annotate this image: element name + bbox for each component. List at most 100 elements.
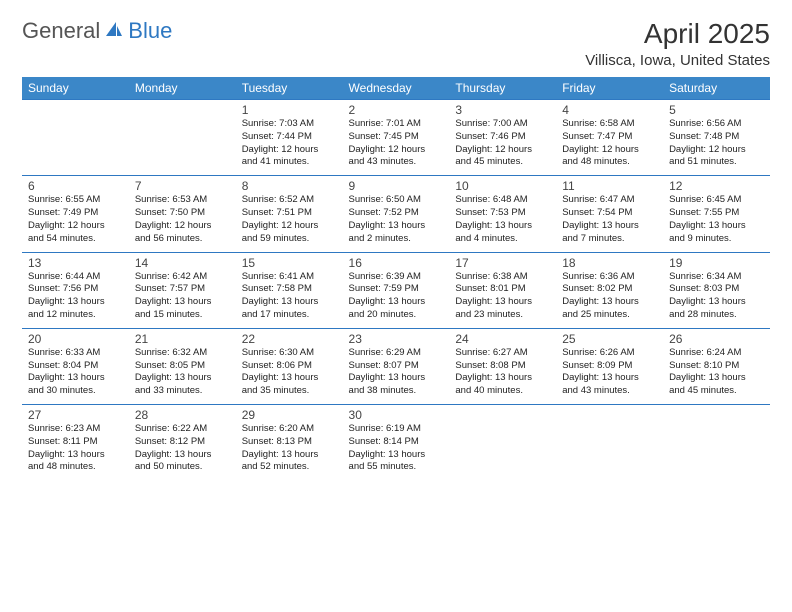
day-cell: 20Sunrise: 6:33 AMSunset: 8:04 PMDayligh… bbox=[22, 328, 129, 404]
day-details: Sunrise: 6:45 AMSunset: 7:55 PMDaylight:… bbox=[669, 194, 764, 245]
day-cell: 11Sunrise: 6:47 AMSunset: 7:54 PMDayligh… bbox=[556, 176, 663, 252]
day-cell: 12Sunrise: 6:45 AMSunset: 7:55 PMDayligh… bbox=[663, 176, 770, 252]
day-cell: 1Sunrise: 7:03 AMSunset: 7:44 PMDaylight… bbox=[236, 100, 343, 176]
day-number: 22 bbox=[242, 332, 337, 346]
day-details: Sunrise: 6:36 AMSunset: 8:02 PMDaylight:… bbox=[562, 271, 657, 322]
day-details: Sunrise: 6:50 AMSunset: 7:52 PMDaylight:… bbox=[349, 194, 444, 245]
empty-cell bbox=[449, 405, 556, 481]
empty-cell bbox=[556, 405, 663, 481]
day-details: Sunrise: 6:58 AMSunset: 7:47 PMDaylight:… bbox=[562, 118, 657, 169]
day-number: 30 bbox=[349, 408, 444, 422]
day-number: 8 bbox=[242, 179, 337, 193]
title-block: April 2025 Villisca, Iowa, United States bbox=[585, 18, 770, 69]
day-cell: 15Sunrise: 6:41 AMSunset: 7:58 PMDayligh… bbox=[236, 252, 343, 328]
day-details: Sunrise: 7:03 AMSunset: 7:44 PMDaylight:… bbox=[242, 118, 337, 169]
sail-icon bbox=[104, 20, 124, 43]
day-details: Sunrise: 6:34 AMSunset: 8:03 PMDaylight:… bbox=[669, 271, 764, 322]
day-cell: 16Sunrise: 6:39 AMSunset: 7:59 PMDayligh… bbox=[343, 252, 450, 328]
day-number: 21 bbox=[135, 332, 230, 346]
day-cell: 18Sunrise: 6:36 AMSunset: 8:02 PMDayligh… bbox=[556, 252, 663, 328]
day-details: Sunrise: 6:29 AMSunset: 8:07 PMDaylight:… bbox=[349, 347, 444, 398]
month-title: April 2025 bbox=[585, 18, 770, 50]
empty-cell bbox=[663, 405, 770, 481]
day-cell: 3Sunrise: 7:00 AMSunset: 7:46 PMDaylight… bbox=[449, 100, 556, 176]
empty-cell bbox=[22, 100, 129, 176]
day-details: Sunrise: 6:26 AMSunset: 8:09 PMDaylight:… bbox=[562, 347, 657, 398]
day-header: Sunday bbox=[22, 77, 129, 100]
empty-cell bbox=[129, 100, 236, 176]
day-details: Sunrise: 6:41 AMSunset: 7:58 PMDaylight:… bbox=[242, 271, 337, 322]
day-details: Sunrise: 6:20 AMSunset: 8:13 PMDaylight:… bbox=[242, 423, 337, 474]
week-row: 20Sunrise: 6:33 AMSunset: 8:04 PMDayligh… bbox=[22, 328, 770, 404]
day-number: 28 bbox=[135, 408, 230, 422]
day-cell: 6Sunrise: 6:55 AMSunset: 7:49 PMDaylight… bbox=[22, 176, 129, 252]
day-header: Monday bbox=[129, 77, 236, 100]
day-header: Tuesday bbox=[236, 77, 343, 100]
day-number: 19 bbox=[669, 256, 764, 270]
day-number: 16 bbox=[349, 256, 444, 270]
day-number: 5 bbox=[669, 103, 764, 117]
day-header: Wednesday bbox=[343, 77, 450, 100]
day-cell: 2Sunrise: 7:01 AMSunset: 7:45 PMDaylight… bbox=[343, 100, 450, 176]
day-cell: 30Sunrise: 6:19 AMSunset: 8:14 PMDayligh… bbox=[343, 405, 450, 481]
day-number: 26 bbox=[669, 332, 764, 346]
day-header-row: SundayMondayTuesdayWednesdayThursdayFrid… bbox=[22, 77, 770, 100]
day-number: 29 bbox=[242, 408, 337, 422]
day-details: Sunrise: 6:38 AMSunset: 8:01 PMDaylight:… bbox=[455, 271, 550, 322]
day-details: Sunrise: 6:52 AMSunset: 7:51 PMDaylight:… bbox=[242, 194, 337, 245]
week-row: 27Sunrise: 6:23 AMSunset: 8:11 PMDayligh… bbox=[22, 405, 770, 481]
day-cell: 17Sunrise: 6:38 AMSunset: 8:01 PMDayligh… bbox=[449, 252, 556, 328]
day-header: Friday bbox=[556, 77, 663, 100]
week-row: 6Sunrise: 6:55 AMSunset: 7:49 PMDaylight… bbox=[22, 176, 770, 252]
day-details: Sunrise: 6:23 AMSunset: 8:11 PMDaylight:… bbox=[28, 423, 123, 474]
day-details: Sunrise: 6:39 AMSunset: 7:59 PMDaylight:… bbox=[349, 271, 444, 322]
day-details: Sunrise: 6:53 AMSunset: 7:50 PMDaylight:… bbox=[135, 194, 230, 245]
day-details: Sunrise: 6:55 AMSunset: 7:49 PMDaylight:… bbox=[28, 194, 123, 245]
day-number: 13 bbox=[28, 256, 123, 270]
week-row: 1Sunrise: 7:03 AMSunset: 7:44 PMDaylight… bbox=[22, 100, 770, 176]
day-cell: 4Sunrise: 6:58 AMSunset: 7:47 PMDaylight… bbox=[556, 100, 663, 176]
day-details: Sunrise: 6:33 AMSunset: 8:04 PMDaylight:… bbox=[28, 347, 123, 398]
day-cell: 27Sunrise: 6:23 AMSunset: 8:11 PMDayligh… bbox=[22, 405, 129, 481]
day-number: 24 bbox=[455, 332, 550, 346]
logo: General Blue bbox=[22, 18, 172, 44]
day-cell: 29Sunrise: 6:20 AMSunset: 8:13 PMDayligh… bbox=[236, 405, 343, 481]
day-cell: 8Sunrise: 6:52 AMSunset: 7:51 PMDaylight… bbox=[236, 176, 343, 252]
location: Villisca, Iowa, United States bbox=[585, 52, 770, 69]
day-details: Sunrise: 6:42 AMSunset: 7:57 PMDaylight:… bbox=[135, 271, 230, 322]
day-number: 6 bbox=[28, 179, 123, 193]
logo-text-1: General bbox=[22, 18, 100, 44]
day-number: 12 bbox=[669, 179, 764, 193]
logo-text-2: Blue bbox=[128, 18, 172, 44]
day-number: 7 bbox=[135, 179, 230, 193]
day-details: Sunrise: 6:44 AMSunset: 7:56 PMDaylight:… bbox=[28, 271, 123, 322]
day-number: 1 bbox=[242, 103, 337, 117]
day-details: Sunrise: 6:47 AMSunset: 7:54 PMDaylight:… bbox=[562, 194, 657, 245]
day-cell: 7Sunrise: 6:53 AMSunset: 7:50 PMDaylight… bbox=[129, 176, 236, 252]
day-details: Sunrise: 6:19 AMSunset: 8:14 PMDaylight:… bbox=[349, 423, 444, 474]
day-details: Sunrise: 6:56 AMSunset: 7:48 PMDaylight:… bbox=[669, 118, 764, 169]
day-details: Sunrise: 6:30 AMSunset: 8:06 PMDaylight:… bbox=[242, 347, 337, 398]
day-cell: 23Sunrise: 6:29 AMSunset: 8:07 PMDayligh… bbox=[343, 328, 450, 404]
day-number: 10 bbox=[455, 179, 550, 193]
calendar-body: 1Sunrise: 7:03 AMSunset: 7:44 PMDaylight… bbox=[22, 100, 770, 481]
day-number: 25 bbox=[562, 332, 657, 346]
day-cell: 9Sunrise: 6:50 AMSunset: 7:52 PMDaylight… bbox=[343, 176, 450, 252]
day-number: 3 bbox=[455, 103, 550, 117]
day-cell: 5Sunrise: 6:56 AMSunset: 7:48 PMDaylight… bbox=[663, 100, 770, 176]
day-cell: 19Sunrise: 6:34 AMSunset: 8:03 PMDayligh… bbox=[663, 252, 770, 328]
day-header: Saturday bbox=[663, 77, 770, 100]
day-number: 11 bbox=[562, 179, 657, 193]
day-cell: 25Sunrise: 6:26 AMSunset: 8:09 PMDayligh… bbox=[556, 328, 663, 404]
day-details: Sunrise: 6:32 AMSunset: 8:05 PMDaylight:… bbox=[135, 347, 230, 398]
calendar-table: SundayMondayTuesdayWednesdayThursdayFrid… bbox=[22, 77, 770, 480]
day-cell: 21Sunrise: 6:32 AMSunset: 8:05 PMDayligh… bbox=[129, 328, 236, 404]
day-cell: 26Sunrise: 6:24 AMSunset: 8:10 PMDayligh… bbox=[663, 328, 770, 404]
day-number: 14 bbox=[135, 256, 230, 270]
day-number: 2 bbox=[349, 103, 444, 117]
day-details: Sunrise: 6:48 AMSunset: 7:53 PMDaylight:… bbox=[455, 194, 550, 245]
day-number: 18 bbox=[562, 256, 657, 270]
day-cell: 13Sunrise: 6:44 AMSunset: 7:56 PMDayligh… bbox=[22, 252, 129, 328]
day-number: 9 bbox=[349, 179, 444, 193]
day-number: 23 bbox=[349, 332, 444, 346]
